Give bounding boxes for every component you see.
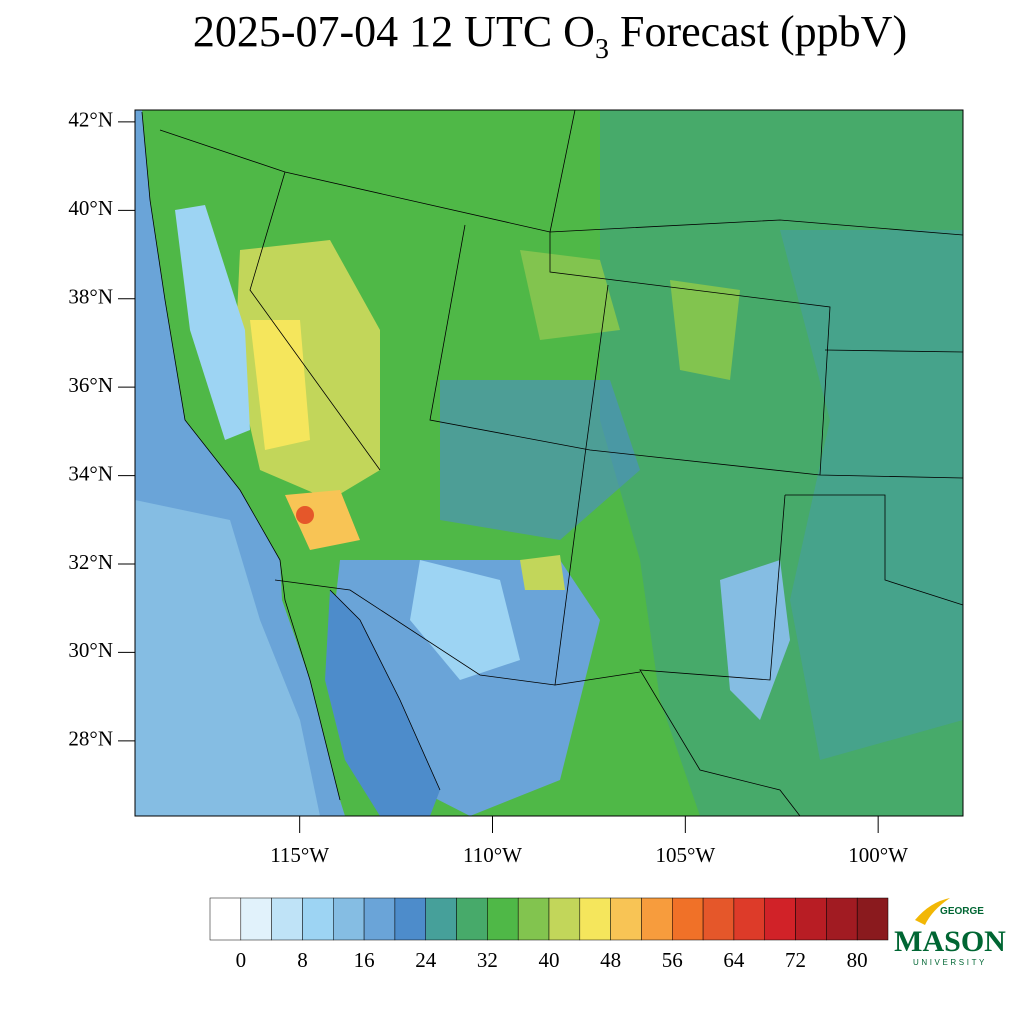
colorbar-box xyxy=(363,897,396,941)
y-tick-label: 34°N xyxy=(68,461,113,485)
logo: GEORGE MASON UNIVERSITY xyxy=(894,898,1006,967)
colorbar-label: 16 xyxy=(354,948,375,972)
colorbar-box xyxy=(517,897,550,941)
colorbar-box xyxy=(641,897,673,941)
colorbar-box xyxy=(610,897,642,941)
colorbar: 0 8 16 24 32 40 48 56 64 72 80 xyxy=(209,897,889,972)
gulf xyxy=(325,590,440,816)
x-tick-label: 110°W xyxy=(463,843,522,867)
colorbar-box xyxy=(548,897,581,941)
borders xyxy=(141,109,964,817)
colorbar-label: 56 xyxy=(662,948,683,972)
title-subscript: 3 xyxy=(595,34,609,65)
colorbar-label: 8 xyxy=(297,948,308,972)
y-tick-label: 42°N xyxy=(68,108,113,132)
hotspot xyxy=(296,506,314,524)
low-region xyxy=(720,560,790,720)
colorbar-box xyxy=(856,897,889,941)
axes: 42°N 40°N 38°N 36°N 34°N 32°N 30°N 28°N 115°W 110… xyxy=(68,108,908,867)
mid-region xyxy=(520,250,620,340)
colorbar-label: 80 xyxy=(847,948,868,972)
ocean-far xyxy=(135,500,320,816)
colorbar-box xyxy=(456,897,488,941)
title: 2025-07-04 12 UTC O3 Forecast (ppbV) xyxy=(193,7,907,65)
colorbar-box xyxy=(795,897,827,941)
colorbar-box xyxy=(733,897,765,941)
logo-main: MASON xyxy=(894,925,1006,958)
y-tick-label: 38°N xyxy=(68,285,113,309)
central-valley xyxy=(175,205,250,440)
title-main: 2025-07-04 12 UTC O xyxy=(193,7,595,56)
mid-region xyxy=(520,555,565,590)
x-tick-label: 105°W xyxy=(655,843,715,867)
map-field xyxy=(134,109,964,817)
title-tail: Forecast (ppbV) xyxy=(609,7,907,56)
logo-swoosh xyxy=(915,898,950,925)
colorbar-box xyxy=(240,897,272,941)
colorbar-box xyxy=(826,897,858,941)
y-tick-label: 30°N xyxy=(68,638,113,662)
high-region xyxy=(285,490,360,550)
colorbar-box xyxy=(271,897,303,941)
y-tick-label: 32°N xyxy=(68,550,113,574)
x-tick-label: 115°W xyxy=(270,843,329,867)
logo-bottom: UNIVERSITY xyxy=(913,958,987,967)
mid-region xyxy=(670,280,740,380)
y-tick-label: 40°N xyxy=(68,196,113,220)
colorbar-box xyxy=(702,897,735,941)
colorbar-label: 72 xyxy=(785,948,806,972)
colorbar-label: 32 xyxy=(477,948,498,972)
map-frame xyxy=(134,109,964,817)
x-tick-label: 100°W xyxy=(848,843,908,867)
logo-top: GEORGE xyxy=(940,906,984,917)
colorbar-label: 24 xyxy=(415,948,437,972)
colorbar-box xyxy=(764,897,796,941)
colorbar-box xyxy=(302,897,334,941)
colorbar-label: 48 xyxy=(600,948,621,972)
colorbar-box xyxy=(333,897,365,941)
colorbar-box xyxy=(425,897,457,941)
low-region xyxy=(410,560,520,680)
colorbar-box xyxy=(579,897,611,941)
colorbar-label: 64 xyxy=(723,948,745,972)
y-tick-label: 28°N xyxy=(68,727,113,751)
colorbar-box xyxy=(209,897,242,941)
colorbar-box xyxy=(394,897,426,941)
colorbar-box xyxy=(672,897,704,941)
y-tick-label: 36°N xyxy=(68,373,113,397)
colorbar-box xyxy=(487,897,519,941)
colorbar-label: 40 xyxy=(539,948,560,972)
colorbar-label: 0 xyxy=(236,948,247,972)
